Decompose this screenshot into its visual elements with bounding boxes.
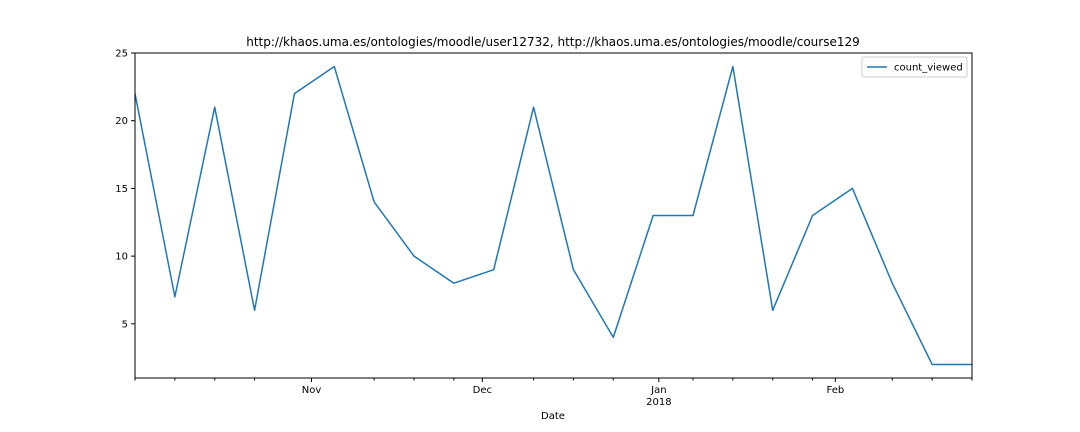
y-tick-label: 20 <box>115 116 128 127</box>
y-tick-label: 10 <box>115 252 128 263</box>
chart-title: http://khaos.uma.es/ontologies/moodle/us… <box>246 35 860 49</box>
y-axis: 5 10 15 20 25 <box>115 49 135 330</box>
x-tick-label: Jan <box>650 385 666 396</box>
x-tick-sublabel: 2018 <box>646 397 671 408</box>
y-tick-label: 25 <box>115 49 128 60</box>
x-tick-label: Dec <box>473 385 492 396</box>
y-tick-label: 5 <box>122 319 128 330</box>
legend-label: count_viewed <box>894 63 963 74</box>
x-tick-label: Nov <box>302 385 322 396</box>
y-tick-label: 15 <box>115 184 128 195</box>
x-axis-label: Date <box>541 411 565 422</box>
series-layer <box>135 65 972 366</box>
plot-frame <box>134 52 973 379</box>
legend: count_viewed <box>861 56 968 78</box>
x-tick-label: Feb <box>826 385 844 396</box>
series-line-count-viewed <box>135 65 972 366</box>
legend-box <box>861 56 968 78</box>
